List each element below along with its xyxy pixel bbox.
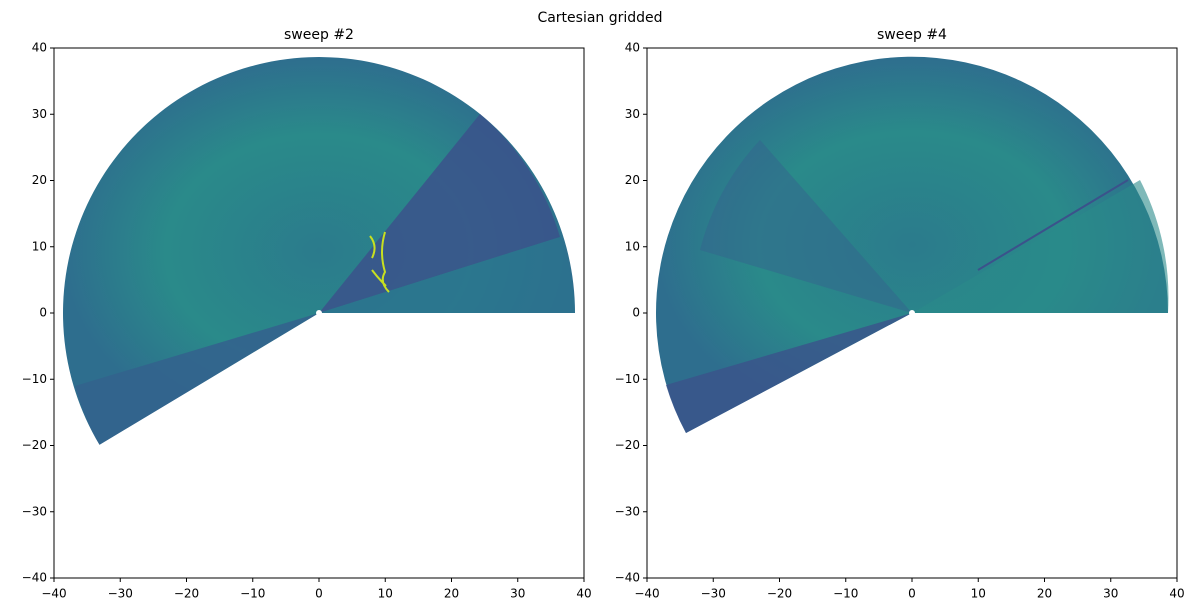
x-tick-label: −40 <box>41 587 66 600</box>
y-tick-label: 0 <box>632 306 640 320</box>
radar-image <box>656 56 1169 433</box>
x-tick-label: 10 <box>971 587 986 600</box>
y-tick-label: 40 <box>625 41 640 55</box>
x-tick-label: −30 <box>701 587 726 600</box>
x-tick-label: −30 <box>108 587 133 600</box>
y-tick-label: −20 <box>22 438 47 452</box>
y-tick-label: −30 <box>22 504 47 518</box>
y-tick-label: 20 <box>32 173 47 187</box>
x-tick-label: 20 <box>444 587 459 600</box>
x-tick-label: 20 <box>1037 587 1052 600</box>
y-tick-label: 10 <box>32 239 47 253</box>
x-tick-label: 0 <box>315 587 323 600</box>
y-tick-label: 30 <box>32 107 47 121</box>
y-tick-label: −40 <box>615 571 640 585</box>
x-tick-label: −20 <box>767 587 792 600</box>
x-tick-label: 30 <box>1103 587 1118 600</box>
x-tick-label: −10 <box>833 587 858 600</box>
axes-title: sweep #2 <box>284 27 354 43</box>
figure-title: Cartesian gridded <box>537 10 662 26</box>
x-tick-label: 0 <box>908 587 916 600</box>
x-tick-label: −40 <box>634 587 659 600</box>
x-tick-label: −10 <box>240 587 265 600</box>
y-tick-label: −20 <box>615 438 640 452</box>
y-tick-label: 40 <box>32 41 47 55</box>
y-tick-label: −10 <box>22 372 47 386</box>
y-tick-label: 10 <box>625 239 640 253</box>
y-tick-label: 0 <box>39 306 47 320</box>
y-tick-label: −40 <box>22 571 47 585</box>
x-tick-label: −20 <box>174 587 199 600</box>
y-tick-label: −10 <box>615 372 640 386</box>
y-tick-label: 20 <box>625 173 640 187</box>
x-tick-label: 10 <box>378 587 393 600</box>
x-tick-label: 30 <box>510 587 525 600</box>
x-tick-label: 40 <box>576 587 591 600</box>
radar-image <box>62 57 575 445</box>
axes-title: sweep #4 <box>877 27 947 43</box>
y-tick-label: 30 <box>625 107 640 121</box>
y-tick-label: −30 <box>615 504 640 518</box>
x-tick-label: 40 <box>1169 587 1184 600</box>
